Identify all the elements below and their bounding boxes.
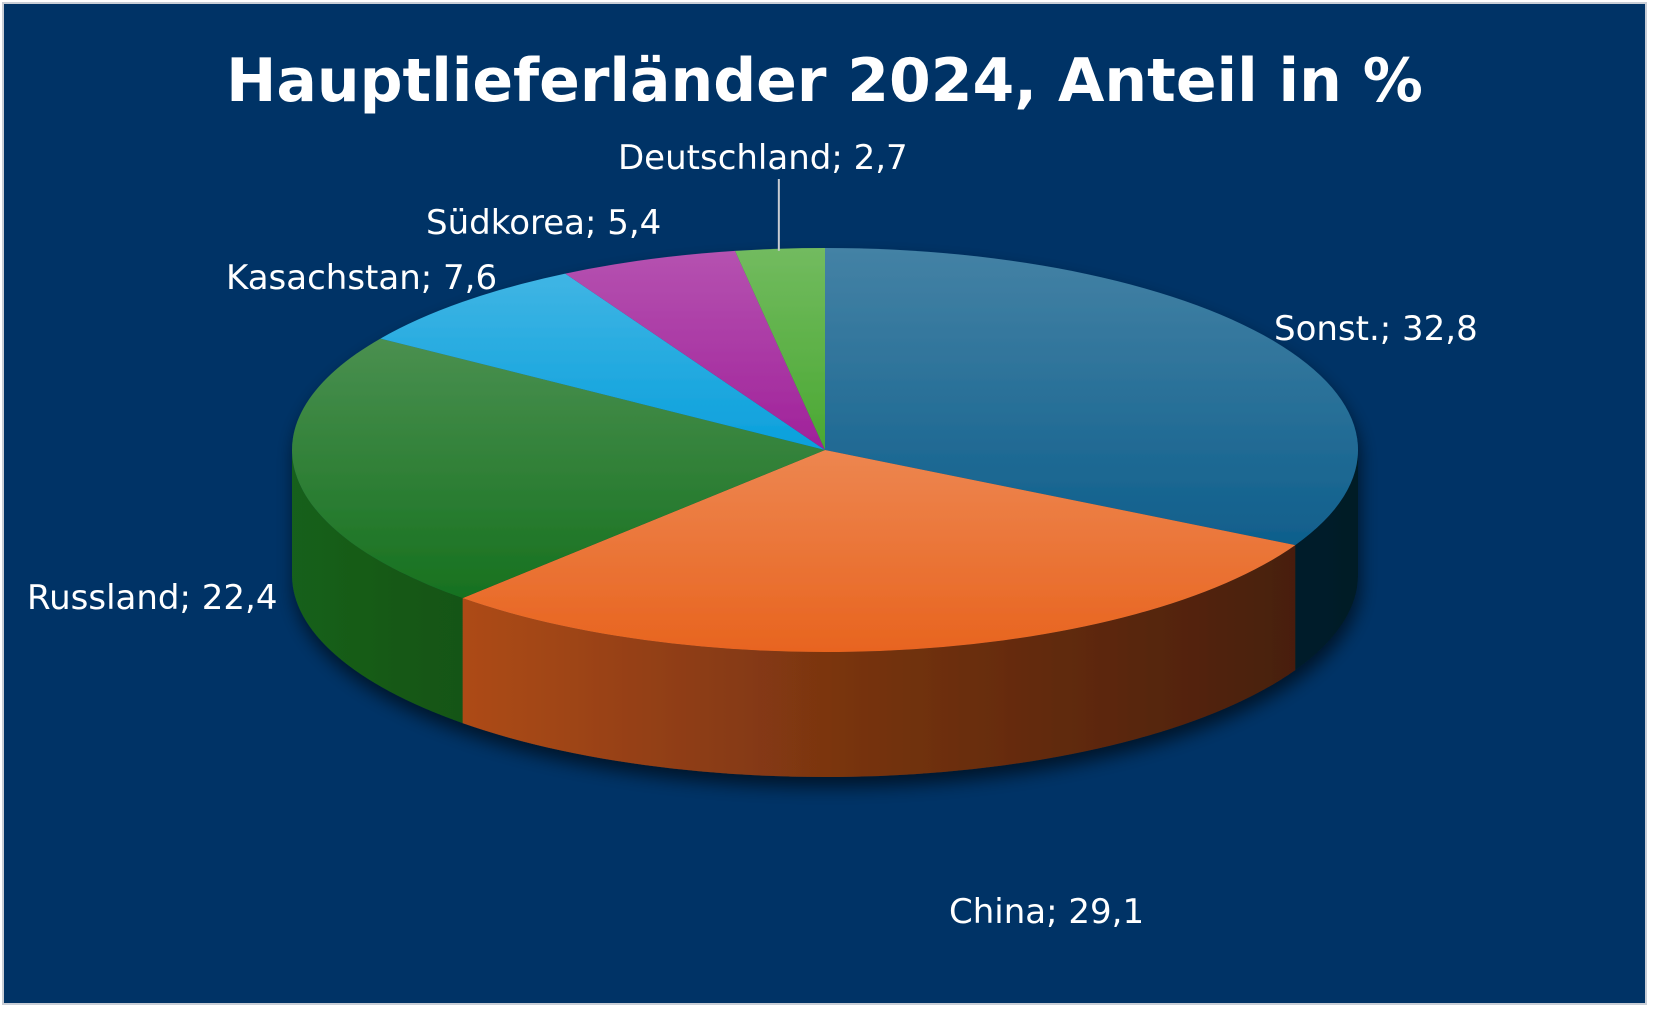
- data-label-kasachstan: Kasachstan; 7,6: [226, 258, 497, 298]
- pie-slice-china: [462, 450, 1296, 652]
- data-label-deutschland: Deutschland; 2,7: [618, 138, 908, 178]
- pie-slice-südkorea: [565, 250, 825, 450]
- chart-title: Hauptlieferländer 2024, Anteil in %: [226, 46, 1423, 116]
- pie-slice-deutschland: [735, 248, 825, 450]
- pie-slice-sonst.: [825, 248, 1359, 546]
- pie-side-russland: [292, 450, 463, 724]
- pie-slice-kasachstan: [380, 273, 825, 450]
- data-label-russland: Russland; 22,4: [27, 578, 277, 618]
- pie-slice-russland: [292, 338, 825, 599]
- data-label-sonst.: Sonst.; 32,8: [1274, 309, 1478, 349]
- pie-side-sonst.: [1295, 450, 1358, 671]
- pie-chart: Sonst.; 32,8 China; 29,1 Russland; 22,4 Kas…: [27, 138, 1478, 932]
- data-label-china: China; 29,1: [949, 892, 1144, 932]
- data-label-südkorea: Südkorea; 5,4: [426, 203, 661, 243]
- pie-side-china: [462, 545, 1296, 777]
